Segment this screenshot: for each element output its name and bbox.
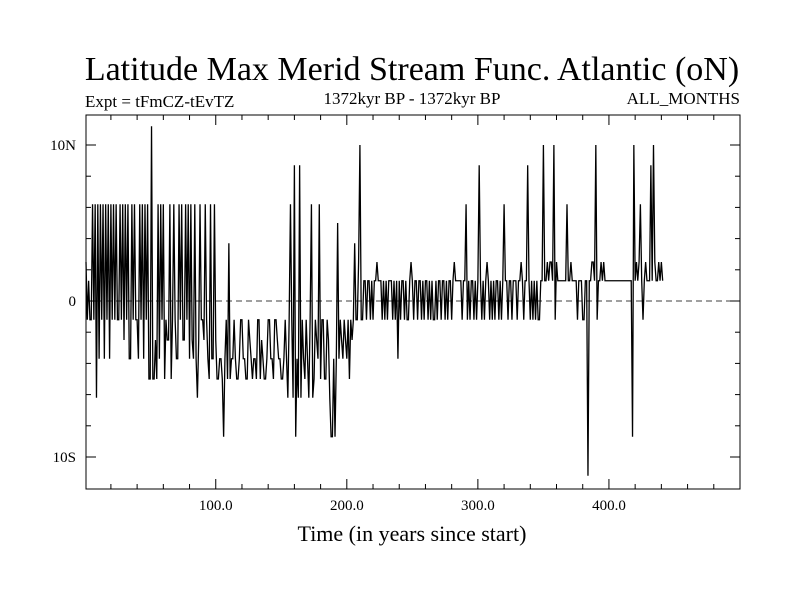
x-axis: 100.0 200.0 300.0 400.0 [110, 115, 715, 514]
y-tick-label: 10S [53, 450, 76, 466]
chart-subtitle-right: ALL_MONTHS [627, 89, 740, 108]
chart-title: Latitude Max Merid Stream Func. Atlantic… [85, 51, 739, 88]
x-tick-label: 100.0 [199, 498, 233, 514]
x-axis-label: Time (in years since start) [298, 521, 527, 546]
plot-frame [85, 114, 741, 490]
data-series-line [85, 126, 664, 476]
x-tick-label: 400.0 [592, 498, 626, 514]
chart-subtitle-center: 1372kyr BP - 1372kyr BP [324, 89, 501, 108]
x-tick-label: 300.0 [461, 498, 495, 514]
x-tick-label: 200.0 [330, 498, 364, 514]
chart-subtitle-left: Expt = tFmCZ-tEvTZ [85, 92, 234, 111]
y-tick-label: 0 [69, 294, 77, 310]
y-tick-label: 10N [50, 138, 76, 154]
y-axis: 10N 0 10S [50, 138, 740, 466]
